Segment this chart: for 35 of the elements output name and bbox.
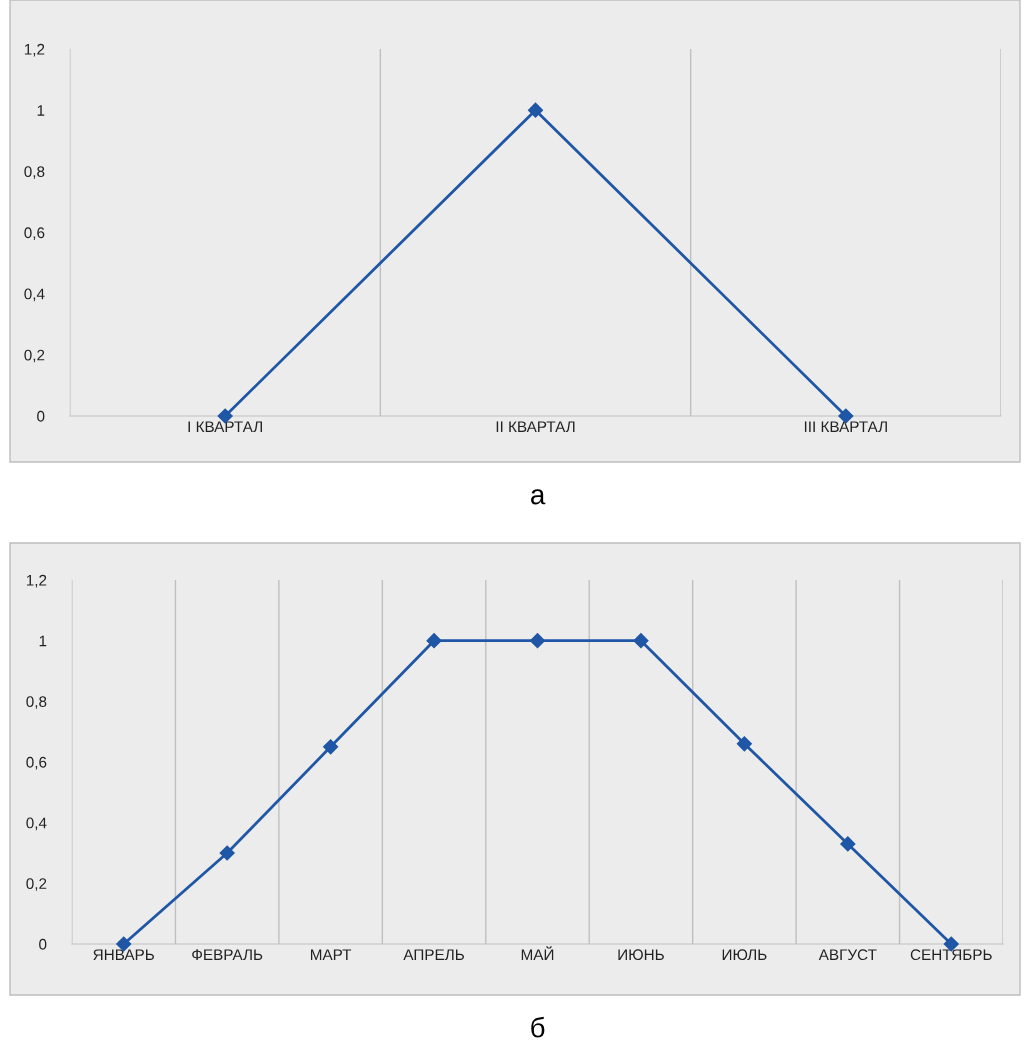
text: а — [531, 489, 546, 505]
x-tick-label: МАЙ — [521, 946, 554, 960]
y-tick-label: 0,2 — [26, 878, 47, 891]
point — [529, 633, 546, 649]
y-tick-label: 0,4 — [26, 817, 47, 831]
y-tick-label: 1 — [39, 635, 47, 647]
x-tick-label: СЕНТЯБРЬ — [910, 949, 992, 961]
point — [633, 633, 649, 649]
x-tick-label: III КВАРТАЛ — [804, 421, 887, 433]
x-tick-label: ЯНВАРЬ — [93, 949, 154, 960]
x-tick-label: АПРЕЛЬ — [403, 949, 464, 961]
y-tick-label: 0 — [37, 410, 45, 422]
x-tick-label: ИЮЛЬ — [722, 949, 767, 961]
x-tick-label: I КВАРТАЛ — [188, 421, 262, 433]
y-tick-label: 1 — [37, 105, 45, 116]
y-tick-label: 0,2 — [24, 349, 45, 363]
point — [323, 739, 339, 755]
y-tick-label: 0,6 — [24, 227, 45, 240]
x-tick-label: АВГУСТ — [818, 949, 877, 961]
y-tick-label: 0,6 — [26, 756, 47, 770]
point — [426, 633, 442, 649]
y-tick-label: 0 — [39, 938, 47, 950]
y-tick-label: 0,4 — [24, 288, 45, 302]
x-tick-label: МАРТ — [310, 949, 352, 960]
y-tick-label: 1,2 — [26, 574, 47, 588]
y-tick-label: 0,8 — [24, 166, 45, 179]
y-tick-label: 1,2 — [24, 43, 45, 57]
x-tick-label: II КВАРТАЛ — [496, 421, 575, 433]
point — [736, 736, 752, 752]
point — [219, 845, 235, 861]
text: б — [531, 1016, 545, 1038]
y-tick-label: 0,8 — [26, 696, 47, 709]
x-tick-label: ИЮНЬ — [618, 949, 664, 961]
point — [840, 836, 856, 852]
x-tick-label: ФЕВРАЛЬ — [192, 949, 263, 961]
